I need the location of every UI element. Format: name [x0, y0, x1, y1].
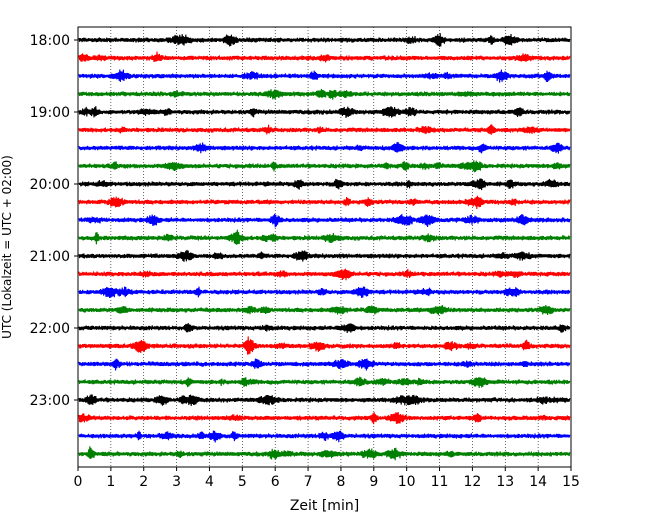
y-tick-label: 18:00 [30, 33, 70, 49]
seismogram-trace [78, 446, 571, 461]
seismogram-trace [78, 336, 571, 355]
x-tick-label: 2 [139, 474, 148, 490]
x-tick-label: 5 [238, 474, 247, 490]
seismogram-trace [78, 69, 571, 83]
seismogram-trace [78, 268, 571, 281]
seismogram-trace [78, 229, 571, 245]
seismogram-trace [78, 376, 571, 389]
seismogram-trace [78, 411, 571, 425]
x-tick-label: 3 [172, 474, 181, 490]
x-tick-label: 12 [463, 474, 481, 490]
y-tick-label: 21:00 [30, 249, 70, 265]
seismogram-trace [78, 322, 571, 333]
x-tick-label: 8 [336, 474, 345, 490]
seismogram-trace [78, 160, 571, 173]
y-axis-title: UTC (Lokalzeit = UTC + 02:00) [0, 155, 14, 339]
seismogram-trace [78, 286, 571, 299]
x-tick-label: 14 [529, 474, 547, 490]
y-axis-ticks: 18:00 19:00 20:00 21:00 22:00 23:00 [30, 33, 78, 409]
traces [78, 33, 571, 461]
seismogram-trace [78, 213, 571, 228]
x-axis-title: Zeit [min] [290, 498, 359, 514]
seismogram-trace [78, 305, 571, 316]
x-tick-label: 0 [74, 474, 83, 490]
seismogram-trace [78, 178, 571, 191]
plot-frame [77, 26, 572, 468]
seismogram-trace [78, 358, 571, 371]
y-tick-label: 19:00 [30, 105, 70, 121]
seismogram-trace [78, 430, 571, 443]
seismogram-trace [78, 142, 571, 154]
x-tick-label: 1 [106, 474, 115, 490]
x-tick-label: 11 [431, 474, 449, 490]
seismogram-trace [78, 124, 571, 135]
seismogram-trace [78, 249, 571, 262]
seismogram-trace [78, 195, 571, 210]
x-tick-label: 6 [271, 474, 280, 490]
seismogram-trace [78, 51, 571, 63]
seismogram-trace [78, 106, 571, 119]
x-tick-label: 9 [369, 474, 378, 490]
x-tick-label: 15 [562, 474, 580, 490]
seismogram-trace [78, 33, 571, 47]
x-axis-ticks: 0 1 2 3 4 5 6 7 8 9 10 11 12 13 14 15 [74, 467, 580, 490]
x-tick-label: 7 [304, 474, 313, 490]
y-tick-label: 22:00 [30, 321, 70, 337]
y-tick-label: 23:00 [30, 393, 70, 409]
y-tick-label: 20:00 [30, 177, 70, 193]
x-tick-label: 4 [205, 474, 214, 490]
x-tick-label: 10 [398, 474, 416, 490]
seismogram-trace [78, 88, 571, 100]
x-tick-label: 13 [496, 474, 514, 490]
grid-lines [110, 27, 539, 467]
seismogram-trace [78, 394, 571, 407]
